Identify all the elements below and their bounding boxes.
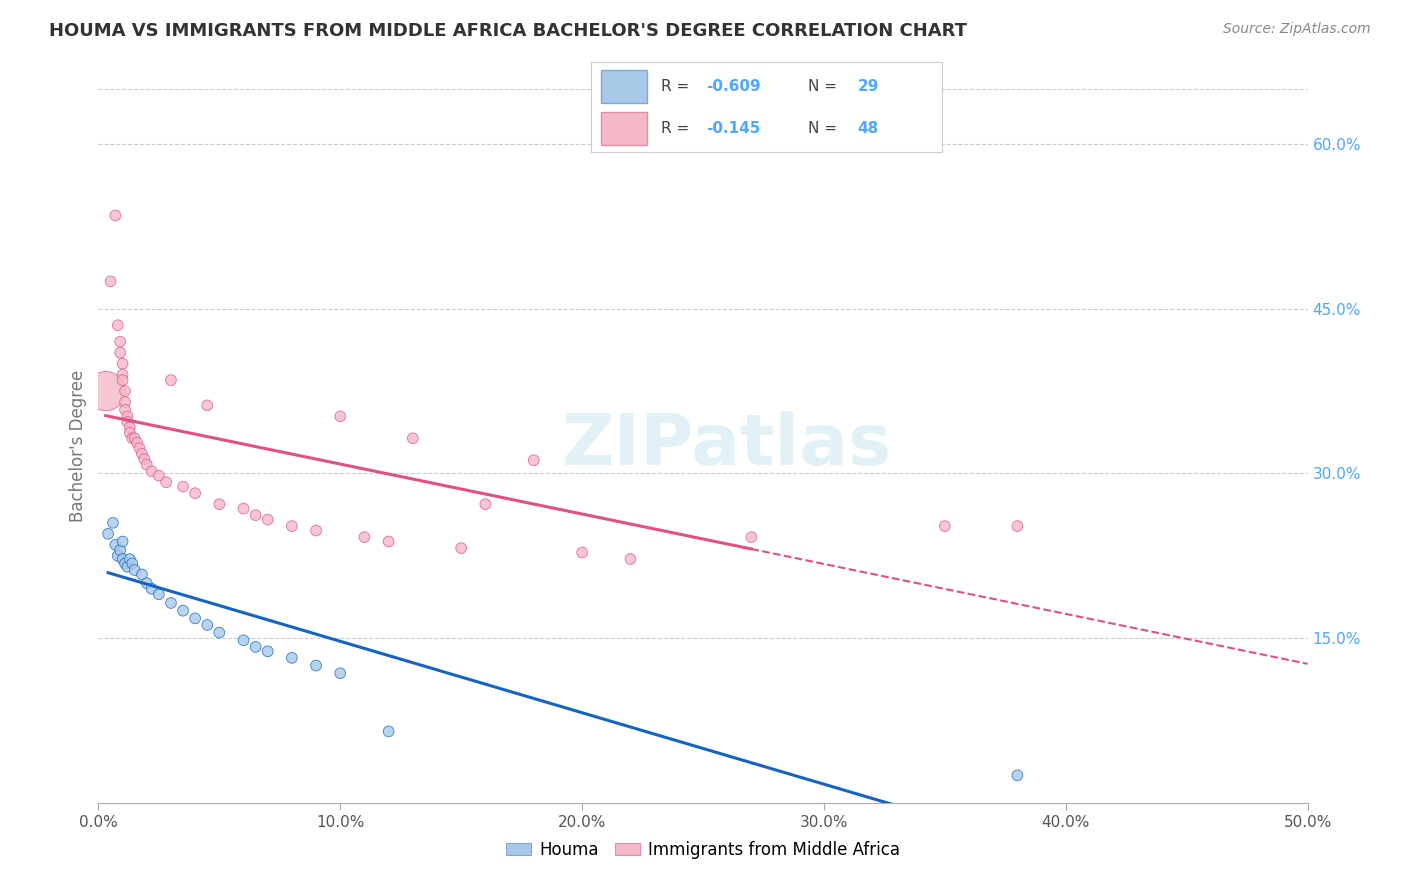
Text: -0.145: -0.145 <box>707 120 761 136</box>
Point <box>141 464 163 478</box>
Point <box>111 534 134 549</box>
Point <box>232 501 254 516</box>
Point <box>402 431 425 445</box>
Text: HOUMA VS IMMIGRANTS FROM MIDDLE AFRICA BACHELOR'S DEGREE CORRELATION CHART: HOUMA VS IMMIGRANTS FROM MIDDLE AFRICA B… <box>49 22 967 40</box>
Point <box>118 420 141 434</box>
Point <box>172 604 194 618</box>
Point <box>108 543 131 558</box>
Text: -0.609: -0.609 <box>707 78 761 94</box>
Point <box>128 441 150 455</box>
Y-axis label: Bachelor's Degree: Bachelor's Degree <box>69 370 87 522</box>
Point <box>100 274 122 288</box>
Point <box>155 475 177 490</box>
Point <box>740 530 762 544</box>
Point <box>114 395 136 409</box>
Point <box>474 497 496 511</box>
Point <box>135 458 157 472</box>
Point <box>934 519 956 533</box>
Point <box>523 453 546 467</box>
Point <box>97 526 120 541</box>
Point <box>184 486 207 500</box>
Point <box>108 345 131 359</box>
Point <box>208 497 231 511</box>
Point <box>118 425 141 440</box>
Point <box>104 209 127 223</box>
Text: Source: ZipAtlas.com: Source: ZipAtlas.com <box>1223 22 1371 37</box>
Legend: Houma, Immigrants from Middle Africa: Houma, Immigrants from Middle Africa <box>499 835 907 866</box>
Point <box>118 552 141 566</box>
Point <box>172 480 194 494</box>
Point <box>104 538 127 552</box>
Point <box>117 415 139 429</box>
Point <box>245 640 267 654</box>
Point <box>114 384 136 398</box>
Point <box>111 368 134 382</box>
Point <box>160 373 183 387</box>
Point <box>117 559 139 574</box>
Point <box>131 567 153 582</box>
Point <box>232 633 254 648</box>
Point <box>148 587 170 601</box>
Point <box>94 384 117 398</box>
Point <box>353 530 375 544</box>
Point <box>141 582 163 596</box>
Point <box>1007 519 1029 533</box>
Point <box>208 625 231 640</box>
Point <box>329 409 352 424</box>
Point <box>571 545 593 559</box>
Point <box>111 357 134 371</box>
Text: R =: R = <box>661 78 689 94</box>
Point <box>107 318 129 333</box>
Point <box>127 435 149 450</box>
Point <box>450 541 472 555</box>
Point <box>107 549 129 563</box>
Point <box>256 644 278 658</box>
Point <box>114 402 136 417</box>
Point <box>121 431 143 445</box>
Point <box>305 658 328 673</box>
Point <box>108 334 131 349</box>
Point <box>184 611 207 625</box>
Text: N =: N = <box>808 78 838 94</box>
Point <box>245 508 267 523</box>
Point <box>117 409 139 424</box>
Point <box>101 516 124 530</box>
Point <box>124 431 146 445</box>
Point <box>305 524 328 538</box>
Point <box>377 724 399 739</box>
Point <box>160 596 183 610</box>
Text: N =: N = <box>808 120 838 136</box>
Point <box>124 563 146 577</box>
Point <box>281 651 304 665</box>
Point <box>134 452 156 467</box>
Point <box>135 576 157 591</box>
Text: 48: 48 <box>858 120 879 136</box>
FancyBboxPatch shape <box>602 112 647 145</box>
Point <box>329 666 352 681</box>
Point <box>131 447 153 461</box>
Point <box>281 519 304 533</box>
Text: 29: 29 <box>858 78 879 94</box>
Point <box>111 373 134 387</box>
Point <box>195 618 218 632</box>
Text: ZIPatlas: ZIPatlas <box>562 411 893 481</box>
FancyBboxPatch shape <box>602 70 647 103</box>
Point <box>195 398 218 412</box>
Point <box>256 512 278 526</box>
Point <box>114 557 136 571</box>
Point <box>1007 768 1029 782</box>
Point <box>377 534 399 549</box>
Point <box>121 557 143 571</box>
Text: R =: R = <box>661 120 689 136</box>
Point <box>619 552 641 566</box>
Point <box>148 468 170 483</box>
Point <box>111 552 134 566</box>
